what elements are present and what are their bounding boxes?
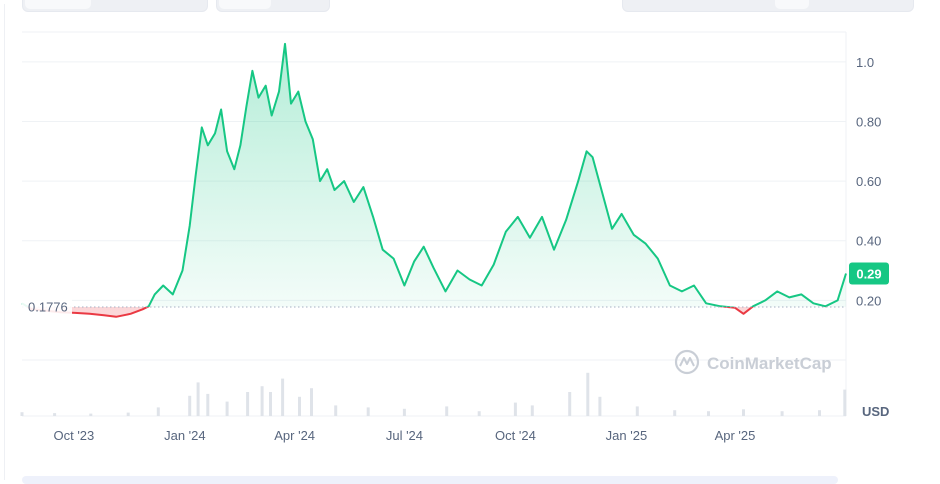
volume-bar [334,405,338,416]
x-tick-label: Apr '25 [715,428,756,443]
volume-bar [156,407,160,416]
volume-bar [843,389,847,416]
current-price-badge-text: 0.29 [856,267,881,282]
volume-bar [598,396,602,416]
volume-bar [513,402,517,416]
currency-label: USD [862,404,889,419]
y-tick-label: 0.20 [856,293,881,308]
watermark-text: CoinMarketCap [707,354,832,373]
volume-bar [366,407,370,416]
y-tick-label: 1.0 [856,55,874,70]
price-line [21,42,847,318]
area-below-baseline [28,307,753,317]
volume-bar [20,412,24,416]
x-axis: Oct '23 Jan '24 Apr '24 Jul '24 Oct '24 Jan '… [53,428,755,443]
timeframe-selector[interactable] [622,0,914,12]
x-tick-label: Oct '24 [495,428,536,443]
x-tick-label: Jul '24 [386,428,423,443]
volume-bar [707,411,710,416]
volume-bar [673,410,677,416]
current-price-badge-bg [849,262,889,285]
volume-bar [635,406,639,416]
volume-bar [53,413,57,416]
volume-bar [246,392,250,416]
watermark: CoinMarketCap [674,349,832,375]
baseline-label: 0.1776 [22,298,72,317]
volume-bar [188,395,192,416]
volume-bar [586,372,590,416]
volume-bar [818,410,821,416]
coinmarketcap-logo-icon [674,349,700,375]
volume-bar [126,412,130,416]
volume-bar [89,413,93,416]
x-tick-label: Apr '24 [274,428,315,443]
volume-bar [260,386,264,416]
volume-bar [281,378,285,416]
volume-bar [530,405,534,416]
y-tick-label: 0.40 [856,234,881,249]
chart-type-toggle-group[interactable] [216,0,330,12]
volume-bar [206,393,210,416]
volume-bar [477,411,481,416]
volume-bar [269,392,272,416]
price-area [22,43,846,317]
volume-bar [780,411,784,416]
volume-bars [20,372,847,416]
volume-bar [402,408,406,416]
y-axis: 1.0 0.80 0.60 0.40 0.20 USD [856,55,889,419]
baseline-label-bg [22,298,72,317]
range-toggle-group[interactable] [22,0,208,12]
volume-bar [298,396,301,416]
volume-bar [742,409,745,416]
volume-bar [445,406,449,416]
price-line-up [21,42,847,308]
range-scroll-bar[interactable] [22,476,838,484]
volume-bar [196,382,200,416]
volume-bar [310,388,313,416]
y-tick-label: 0.60 [856,174,881,189]
baseline-label-text: 0.1776 [28,300,68,315]
volume-bar [568,392,572,416]
x-tick-label: Jan '25 [606,428,648,443]
x-tick-label: Oct '23 [53,428,94,443]
volume-bar [225,401,229,416]
current-price-badge: 0.29 [849,262,889,285]
x-tick-label: Jan '24 [164,428,206,443]
area-above-baseline [22,43,846,308]
chart-card [4,4,939,480]
labels: 0.1776 0.29 [22,262,889,317]
y-tick-label: 0.80 [856,114,881,129]
